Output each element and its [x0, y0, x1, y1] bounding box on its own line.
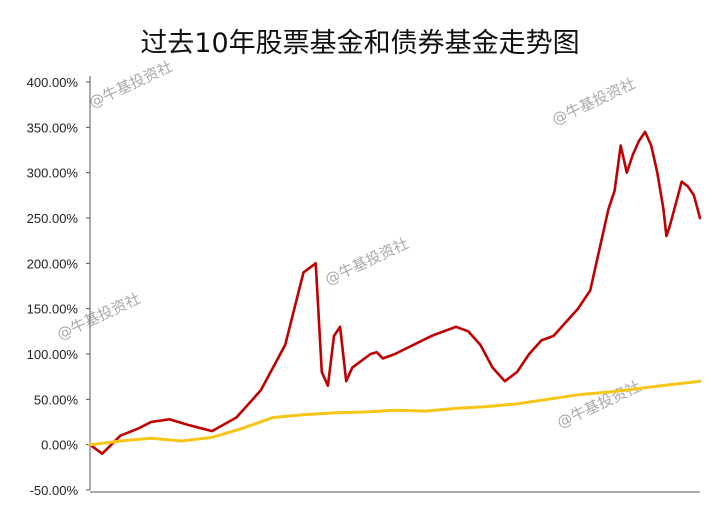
- y-tick-label: 150.00%: [27, 302, 79, 317]
- watermark-text: @牛基投资社: [554, 377, 643, 431]
- y-tick-label: 100.00%: [27, 347, 79, 362]
- y-tick-label: 250.00%: [27, 211, 79, 226]
- series-layer: [88, 130, 702, 455]
- y-tick-label: 50.00%: [34, 392, 79, 407]
- y-tick-label: 350.00%: [27, 120, 79, 135]
- y-tick-label: 0.00%: [41, 438, 78, 453]
- y-tick-label: 300.00%: [27, 166, 79, 181]
- y-axis: 400.00% 350.00% 300.00% 250.00% 200.00% 150.0…: [27, 75, 700, 498]
- watermark-text: @牛基投资社: [322, 234, 411, 288]
- stock-fund-series-line: [88, 130, 702, 455]
- y-tick-label: 200.00%: [27, 256, 79, 271]
- y-tick-label: -50.00%: [30, 483, 79, 498]
- watermark-text: @牛基投资社: [549, 74, 638, 128]
- chart-title: 过去10年股票基金和债券基金走势图: [140, 28, 579, 59]
- watermark-text: @牛基投资社: [86, 57, 175, 111]
- bond-fund-series-line: [88, 379, 702, 447]
- y-tick-label: 400.00%: [27, 75, 79, 90]
